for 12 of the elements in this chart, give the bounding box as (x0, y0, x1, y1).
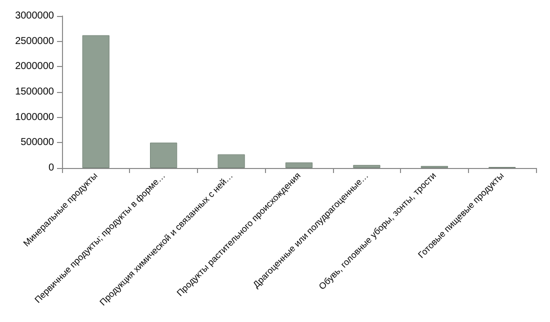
bar (150, 142, 178, 168)
y-tick-label: 1500000 (15, 86, 54, 98)
bar (218, 154, 245, 168)
bar (285, 162, 313, 168)
y-tick-label: 1000000 (15, 112, 54, 123)
bar (353, 164, 380, 168)
bar (82, 35, 110, 168)
y-tick-label: 500000 (20, 137, 54, 148)
y-tick-label: 0 (48, 162, 54, 174)
y-tick-label: 2500000 (15, 36, 54, 47)
y-tick-label: 2000000 (15, 61, 54, 72)
y-tick-label: 3000000 (15, 10, 54, 22)
